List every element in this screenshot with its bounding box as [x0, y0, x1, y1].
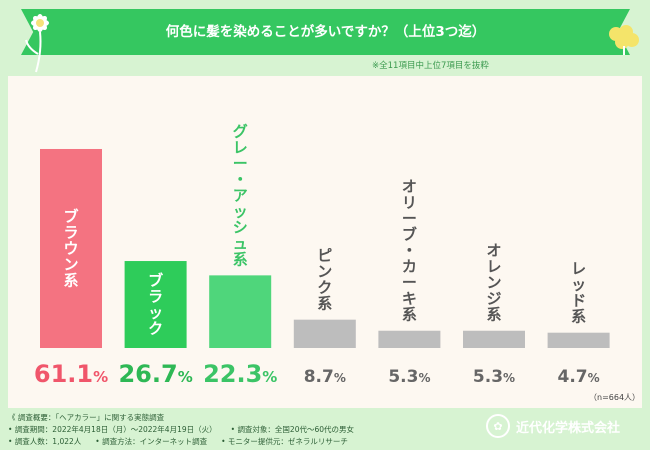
bar-4 — [293, 319, 356, 348]
selection-note: ※全11項目中上位7項目を抜粋 — [372, 61, 489, 71]
value-label-7: 4.7% — [558, 367, 600, 387]
bar-label-5: オリーブ・カーキ系 — [402, 178, 417, 324]
bar-2 — [124, 261, 187, 348]
value-label-6: 5.3% — [473, 367, 515, 387]
survey-period: • 調査期間：2022年4月18日（月）〜2022年4月19日（火） — [8, 425, 217, 434]
survey-method: • 調査方法：インターネット調査 — [95, 437, 208, 446]
bar-7 — [547, 332, 610, 348]
company-name: 近代化学株式会社 — [516, 420, 621, 436]
value-label-2: 26.7% — [118, 360, 192, 388]
bar-label-7: レッド系 — [571, 260, 586, 326]
bar-label-6: オレンジ系 — [486, 242, 501, 324]
bar-label-3: グレー・アッシュ系 — [233, 122, 248, 268]
survey-provider: • モニター提供元：ゼネラルリサーチ — [221, 437, 348, 446]
title-banner — [21, 9, 630, 55]
value-label-1: 61.1% — [34, 360, 108, 388]
value-label-4: 8.7% — [304, 367, 346, 387]
value-label-5: 5.3% — [388, 367, 430, 387]
bar-label-4: ピンク系 — [317, 247, 332, 313]
bar-3 — [209, 275, 272, 348]
survey-overview: 《 調査概要：「ヘアカラー」に関する実態調査 — [8, 413, 165, 422]
company-logo-icon: ✿ — [486, 414, 510, 438]
bar-label-1: ブラウン系 — [63, 207, 78, 289]
bar-6 — [463, 330, 525, 348]
bar-5 — [378, 330, 441, 348]
bar-chart: ブラウン系 61.1% ブラック 26.7% グレー・アッシュ系 22.3% ピンク系 8.7… — [34, 122, 610, 388]
bar-1 — [40, 148, 102, 348]
value-label-3: 22.3% — [203, 360, 277, 388]
survey-count: • 調査人数：1,022人 — [8, 437, 82, 446]
daisy-flower-icon — [25, 14, 49, 73]
bar-label-2: ブラック — [148, 272, 163, 338]
yellow-flower-icon — [609, 25, 639, 55]
survey-target: • 調査対象：全国20代〜60代の男女 — [230, 425, 355, 434]
chart-title: 何色に髪を染めることが多いですか？（上位3つ迄） — [165, 24, 486, 40]
survey-footer: 《 調査概要：「ヘアカラー」に関する実態調査 • 調査期間：2022年4月18日… — [8, 412, 488, 448]
company-brand: ✿ 近代化学株式会社 — [486, 414, 620, 438]
sample-size-note: （n=664人） — [589, 393, 641, 402]
chart-plot-area: ブラウン系 61.1% ブラック 26.7% グレー・アッシュ系 22.3% ピンク系 8.7… — [8, 76, 642, 408]
